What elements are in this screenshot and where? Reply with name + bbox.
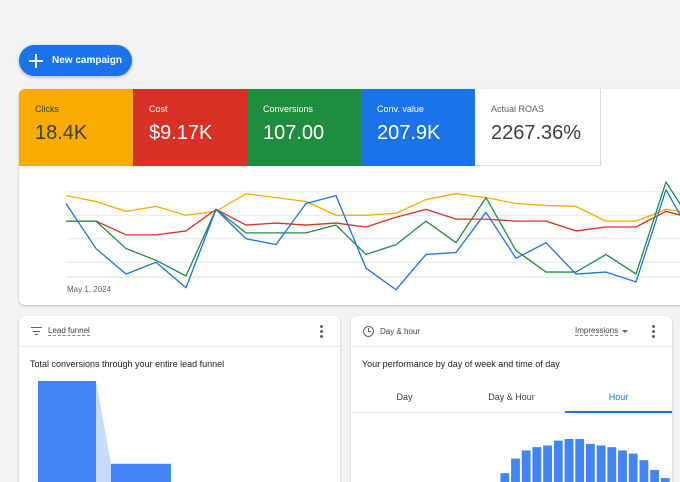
metric-value: 107.00 — [263, 122, 325, 144]
series-line-1 — [66, 208, 680, 236]
line-chart-svg — [65, 181, 680, 291]
more-options-icon[interactable] — [320, 325, 324, 338]
series-line-3 — [65, 189, 680, 291]
tab-day-and-hour[interactable]: Day & Hour — [488, 392, 535, 402]
hour-bar-chart-svg — [500, 439, 670, 482]
metric-tile-conversions[interactable]: Conversions 107.00 — [247, 89, 361, 166]
hour-bar — [543, 445, 552, 482]
metric-label: Clicks — [35, 104, 59, 114]
hour-bar — [564, 439, 574, 482]
day-hour-title: Day & hour — [380, 326, 421, 336]
dropdown-caret-icon — [622, 329, 629, 333]
metric-select[interactable]: Impressions — [575, 326, 629, 336]
metric-value: 207.9K — [377, 122, 441, 144]
hour-bar — [660, 478, 670, 482]
metric-tiles: Clicks 18.4K Cost $9.17K Conversions 107… — [19, 89, 680, 166]
hour-bar — [650, 469, 659, 482]
metric-label: Conversions — [263, 104, 314, 114]
day-hour-card: Day & hour Impressions Your performance … — [351, 316, 672, 482]
hour-bar — [575, 439, 585, 482]
hour-bar — [618, 450, 627, 482]
lead-funnel-title[interactable]: Lead funnel — [48, 326, 90, 336]
funnel-bar — [111, 463, 171, 482]
more-options-icon[interactable] — [652, 325, 656, 338]
x-axis-start-label: May 1, 2024 — [67, 285, 112, 294]
metric-label: Cost — [149, 104, 168, 114]
metric-tile-clicks[interactable]: Clicks 18.4K — [19, 89, 133, 166]
funnel-connector — [96, 381, 111, 482]
funnel-bar — [38, 381, 96, 482]
metric-value: $9.17K — [149, 122, 213, 144]
metric-tile-conv-value[interactable]: Conv. value 207.9K — [361, 89, 475, 166]
schedule-icon — [363, 325, 374, 337]
hour-bar — [607, 447, 617, 482]
funnel-chart-svg — [38, 381, 171, 482]
lead-funnel-header: Lead funnel — [19, 316, 340, 347]
lead-funnel-card: Lead funnel Total conversions through yo… — [19, 316, 340, 482]
day-hour-tabs: Day Day & Hour Hour — [351, 386, 672, 413]
hour-bar — [628, 453, 638, 482]
performance-summary-card: Clicks 18.4K Cost $9.17K Conversions 107… — [19, 89, 680, 305]
lead-funnel-subtitle: Total conversions through your entire le… — [30, 359, 225, 369]
filter-icon — [31, 327, 42, 336]
metric-value: 18.4K — [35, 122, 88, 144]
hour-bar — [586, 443, 595, 482]
series-line-0 — [65, 193, 680, 222]
tab-day[interactable]: Day — [396, 392, 413, 402]
hour-bar — [532, 447, 542, 482]
metric-tile-actual-roas[interactable]: Actual ROAS 2267.36% — [475, 89, 601, 166]
metric-select-value: Impressions — [575, 326, 619, 336]
new-campaign-label: New campaign — [52, 55, 123, 66]
hour-bar — [639, 460, 649, 482]
hour-bar — [521, 450, 531, 482]
series-line-2 — [66, 181, 680, 277]
performance-line-chart: May 1, 2024 — [19, 166, 680, 305]
hour-bar — [596, 445, 606, 482]
metric-value: 2267.36% — [491, 122, 582, 144]
new-campaign-button[interactable]: New campaign — [19, 45, 132, 76]
hour-bar — [511, 458, 520, 482]
hour-bar — [500, 473, 510, 482]
plus-icon — [29, 53, 43, 68]
day-hour-header: Day & hour Impressions — [351, 316, 672, 347]
metric-label: Conv. value — [377, 104, 424, 114]
metric-label: Actual ROAS — [491, 104, 545, 114]
tab-hour[interactable]: Hour — [565, 386, 672, 413]
day-hour-subtitle: Your performance by day of week and time… — [362, 359, 560, 369]
hour-bar — [553, 440, 563, 482]
metric-tile-cost[interactable]: Cost $9.17K — [133, 89, 247, 166]
